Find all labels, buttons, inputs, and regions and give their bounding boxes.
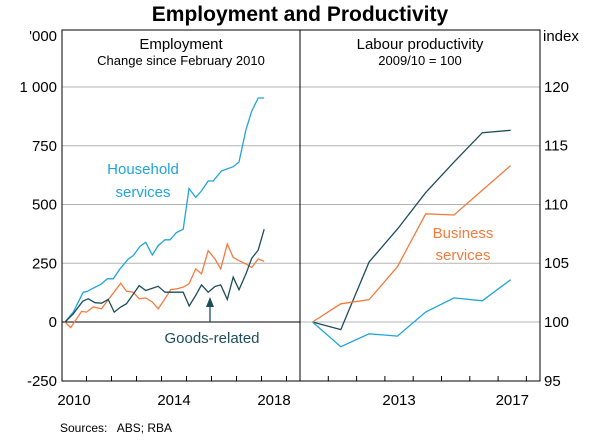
- series-line-productivity-goods: [312, 129, 511, 331]
- series-line-employment-business: [64, 242, 265, 329]
- x-tick-label-left: 2010: [57, 392, 90, 409]
- series-line-employment-goods: [64, 229, 265, 323]
- x-tick-label-left: 2014: [157, 392, 190, 409]
- series-line-productivity-business: [312, 165, 512, 323]
- y-tick-label-left: 750: [32, 138, 57, 155]
- annotation-business-1: Business: [433, 225, 494, 242]
- annotation-household-1: Household: [107, 161, 179, 178]
- panel2-subtitle: 2009/10 = 100: [378, 53, 462, 68]
- y-tick-label-left: 250: [32, 255, 57, 272]
- y-tick-label-right: 115: [544, 138, 568, 155]
- y-tick-label-right: 100: [544, 314, 569, 331]
- y-tick-label-right: 95: [544, 373, 561, 390]
- x-tick-label-left: 2018: [257, 392, 290, 409]
- y-tick-label-right: 110: [544, 196, 568, 213]
- left-axis-unit: '000: [29, 28, 57, 45]
- annotation-household-2: services: [115, 184, 170, 201]
- y-tick-label-right: 105: [544, 255, 569, 272]
- annotation-business-2: services: [435, 247, 490, 264]
- panel1-subtitle: Change since February 2010: [97, 53, 265, 68]
- arrow-head: [206, 297, 214, 307]
- right-axis-unit: index: [543, 28, 579, 45]
- annotation-goods: Goods-related: [164, 330, 259, 347]
- panel2-title: Labour productivity: [357, 36, 484, 53]
- series-line-productivity-household: [312, 279, 511, 348]
- y-tick-label-left: 0: [49, 314, 57, 331]
- y-tick-label-left: 500: [32, 197, 57, 214]
- source-note: Sources: ABS; RBA: [60, 421, 172, 435]
- x-tick-label-right: 2017: [496, 392, 529, 409]
- series-line-employment-household: [64, 97, 265, 323]
- panel1-title: Employment: [139, 36, 223, 53]
- annotation-arrow: [206, 297, 214, 322]
- chart-title: Employment and Productivity: [152, 3, 449, 26]
- y-tick-label-left: 1 000: [19, 79, 57, 96]
- plot-frame: [61, 29, 541, 382]
- x-tick-label-right: 2013: [382, 392, 415, 409]
- y-tick-label-right: 120: [544, 79, 569, 96]
- y-tick-label-left: -250: [27, 373, 57, 390]
